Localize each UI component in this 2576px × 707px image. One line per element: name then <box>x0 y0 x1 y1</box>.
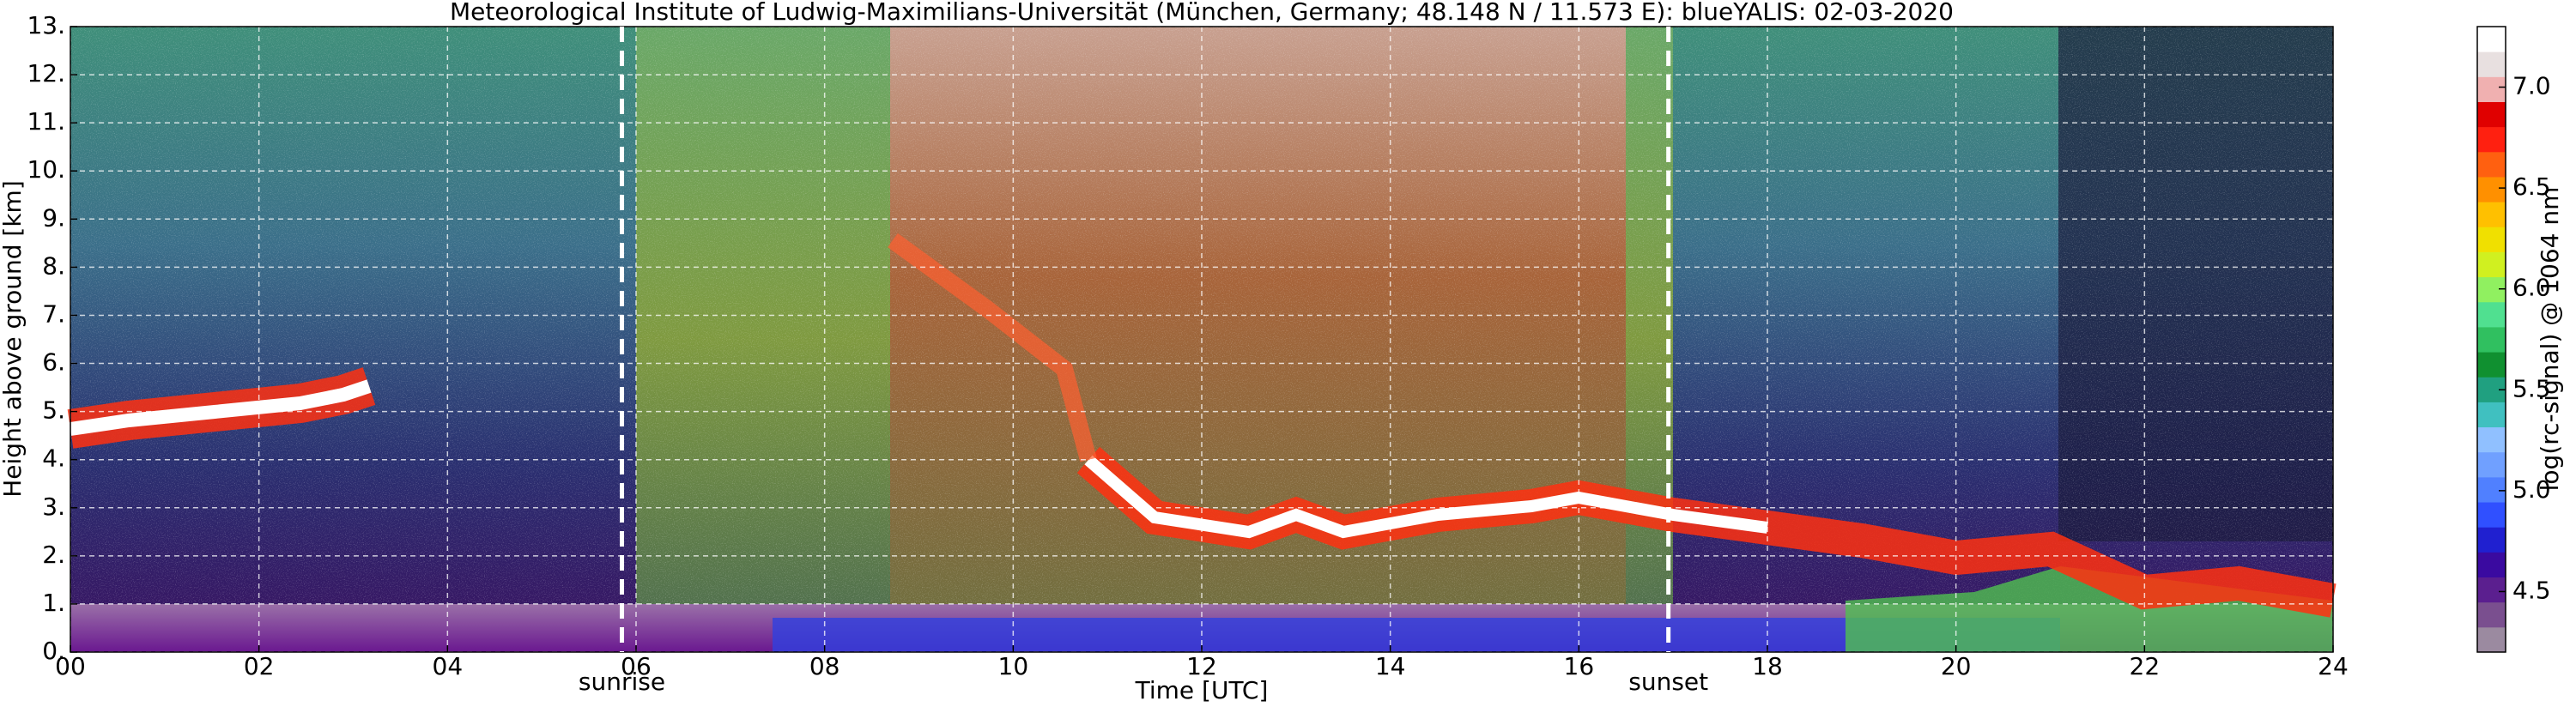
colorbar-swatch <box>2477 426 2506 453</box>
y-tick-label: 6. <box>42 348 65 377</box>
x-axis-label: Time [UTC] <box>1135 676 1269 704</box>
y-tick-label: 11. <box>27 107 65 136</box>
y-tick-label: 2. <box>42 541 65 569</box>
colorbar-tick-label: 4.5 <box>2512 576 2551 604</box>
chart-title: Meteorological Institute of Ludwig-Maxim… <box>450 0 1954 26</box>
y-tick-label: 4. <box>42 444 65 473</box>
colorbar-swatch <box>2477 527 2506 553</box>
colorbar-swatch <box>2477 552 2506 578</box>
x-tick-label: 18 <box>1752 652 1783 680</box>
x-tick-label: 14 <box>1375 652 1406 680</box>
annotation-label: sunset <box>1628 668 1708 696</box>
colorbar-tick-label: 6.5 <box>2512 172 2551 201</box>
colorbar-tick-label: 5.5 <box>2512 374 2551 402</box>
y-tick-label: 12. <box>27 59 65 88</box>
y-tick-label: 3. <box>42 492 65 521</box>
colorbar-swatch <box>2477 502 2506 528</box>
colorbar-swatch <box>2477 626 2506 653</box>
colorbar-swatch <box>2477 301 2506 328</box>
x-tick-label: 06 <box>621 652 652 680</box>
colorbar-swatch <box>2477 402 2506 428</box>
x-tick-label: 02 <box>244 652 275 680</box>
colorbar-frame <box>2476 26 2506 653</box>
colorbar-swatch <box>2477 176 2506 202</box>
colorbar-tick-label: 5.0 <box>2512 475 2551 504</box>
x-tick-label: 24 <box>2318 652 2349 680</box>
y-tick-label: 9. <box>42 203 65 232</box>
grid <box>70 26 2334 653</box>
y-tick-label: 13. <box>27 11 65 39</box>
x-tick-label: 12 <box>1186 652 1217 680</box>
y-axis-label: Height above ground [km] <box>0 180 27 498</box>
colorbar-swatch <box>2477 151 2506 178</box>
colorbar-swatch <box>2477 76 2506 102</box>
colorbar-swatch <box>2477 476 2506 503</box>
x-tick-label: 08 <box>809 652 840 680</box>
colorbar-swatch <box>2477 601 2506 628</box>
y-tick-label: 5. <box>42 396 65 425</box>
colorbar-swatch <box>2477 251 2506 278</box>
colorbar-swatch <box>2477 101 2506 128</box>
colorbar-label: log(rc-signal) @ 1064 nm <box>2536 187 2564 492</box>
colorbar-swatch <box>2477 51 2506 77</box>
colorbar-swatch <box>2477 27 2506 52</box>
colorbar-swatch <box>2477 126 2506 153</box>
annotation-label: sunrise <box>579 668 665 696</box>
y-tick-label: 0. <box>42 637 65 665</box>
x-tick-label: 20 <box>1941 652 1972 680</box>
colorbar-tick-label: 7.0 <box>2512 72 2551 100</box>
colorbar-swatch <box>2477 577 2506 603</box>
x-tick-label: 22 <box>2130 652 2161 680</box>
colorbar-swatch <box>2477 451 2506 478</box>
colorbar-swatch <box>2477 202 2506 227</box>
colorbar-tick-label: 6.0 <box>2512 274 2551 302</box>
x-tick-label: 16 <box>1564 652 1595 680</box>
y-tick-label: 8. <box>42 251 65 280</box>
x-tick-label: 04 <box>433 652 464 680</box>
y-tick-label: 1. <box>42 589 65 617</box>
x-tick-label: 10 <box>998 652 1029 680</box>
y-tick-label: 7. <box>42 299 65 328</box>
colorbar-swatch <box>2477 227 2506 252</box>
y-tick-label: 10. <box>27 155 65 184</box>
colorbar-swatch <box>2477 352 2506 378</box>
colorbar-swatch <box>2477 326 2506 353</box>
x-tick-label: 00 <box>55 652 86 680</box>
